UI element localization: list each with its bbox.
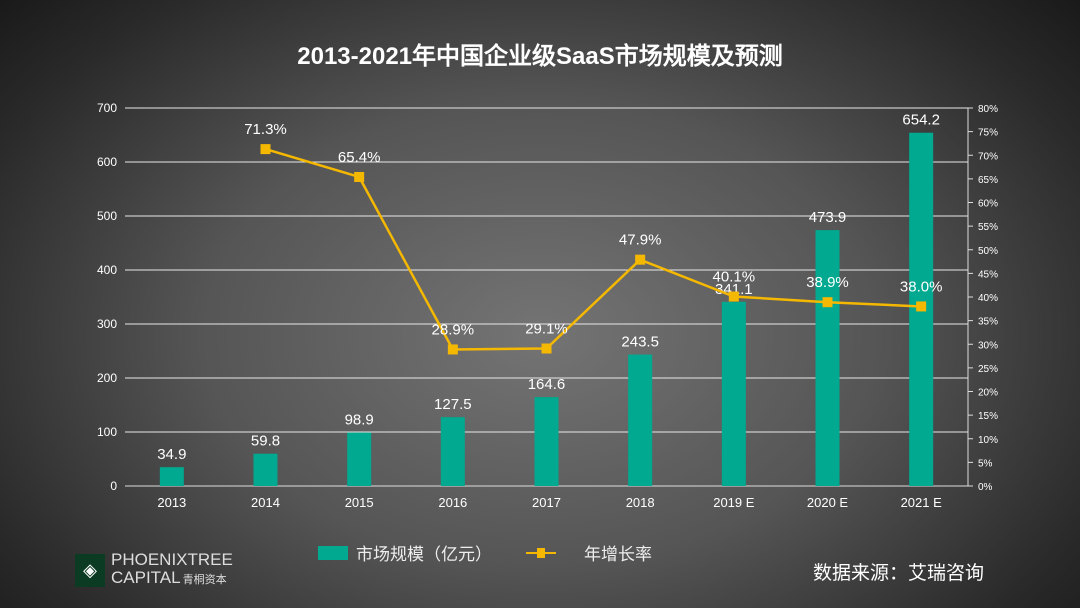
- line-label: 28.9%: [432, 321, 475, 338]
- line-label: 71.3%: [244, 121, 287, 138]
- line-point: [354, 171, 365, 182]
- right-tick-label: 55%: [978, 222, 998, 233]
- line-point: [728, 291, 739, 302]
- right-tick-label: 50%: [978, 246, 998, 257]
- bar-label: 59.8: [251, 433, 280, 450]
- left-tick-label: 300: [97, 317, 117, 331]
- line-label: 40.1%: [713, 269, 756, 286]
- logo-line1: PHOENIXTREE: [111, 550, 233, 569]
- logo: ◈ PHOENIXTREE CAPITAL 青桐资本: [75, 551, 233, 589]
- left-tick-label: 700: [97, 101, 117, 115]
- left-tick-label: 200: [97, 371, 117, 385]
- right-tick-label: 35%: [978, 317, 998, 328]
- right-tick-label: 30%: [978, 340, 998, 351]
- bar-label: 243.5: [621, 334, 659, 351]
- line-point: [635, 254, 646, 265]
- bar-label: 654.2: [902, 112, 940, 129]
- right-tick-label: 5%: [978, 458, 993, 469]
- bar: [628, 354, 653, 486]
- line-label: 29.1%: [525, 321, 568, 338]
- left-tick-label: 400: [97, 263, 117, 277]
- bar-label: 98.9: [345, 412, 374, 429]
- x-tick-label: 2017: [532, 495, 561, 510]
- bar: [159, 467, 184, 486]
- right-tick-label: 60%: [978, 199, 998, 210]
- growth-line: [265, 147, 922, 351]
- legend-bar-swatch: [318, 545, 348, 560]
- line-point: [260, 144, 271, 155]
- x-tick-label: 2021 E: [901, 495, 943, 510]
- right-tick-label: 40%: [978, 293, 998, 304]
- x-tick-label: 2019 E: [713, 495, 755, 510]
- right-tick-label: 10%: [978, 435, 998, 446]
- right-tick-label: 65%: [978, 175, 998, 186]
- left-tick-label: 500: [97, 209, 117, 223]
- x-tick-label: 2016: [438, 495, 467, 510]
- left-tick-label: 100: [97, 425, 117, 439]
- right-tick-label: 45%: [978, 269, 998, 280]
- right-tick-label: 15%: [978, 411, 998, 422]
- line-label: 47.9%: [619, 232, 662, 249]
- right-tick-label: 25%: [978, 364, 998, 375]
- bar: [253, 453, 278, 486]
- legend-line-swatch: [526, 547, 556, 558]
- logo-icon: ◈: [75, 553, 105, 587]
- bar-label: 473.9: [809, 209, 847, 226]
- bar: [721, 301, 746, 486]
- bar-label: 127.5: [434, 396, 472, 413]
- right-tick-label: 20%: [978, 388, 998, 399]
- line-point: [916, 301, 927, 312]
- line-label: 65.4%: [338, 149, 381, 166]
- right-tick-label: 0%: [978, 482, 993, 493]
- left-tick-label: 600: [97, 155, 117, 169]
- x-tick-label: 2014: [251, 495, 280, 510]
- bar: [347, 432, 372, 486]
- line-label: 38.9%: [806, 274, 849, 291]
- bar: [815, 230, 840, 486]
- legend-line-label: 年增长率: [584, 545, 652, 564]
- x-tick-label: 2018: [626, 495, 655, 510]
- source-note: 数据来源：艾瑞咨询: [812, 563, 984, 584]
- right-tick-label: 80%: [978, 104, 998, 115]
- x-tick-label: 2020 E: [807, 495, 849, 510]
- bar: [440, 417, 465, 486]
- line-point: [822, 297, 833, 308]
- bar-label: 34.9: [157, 446, 186, 463]
- right-tick-label: 70%: [978, 151, 998, 162]
- logo-cn: 青桐资本: [182, 574, 227, 586]
- legend-bar-label: 市场规模（亿元）: [356, 545, 492, 564]
- x-tick-label: 2015: [345, 495, 374, 510]
- line-point: [541, 343, 552, 354]
- legend-bar: 市场规模（亿元）: [318, 540, 492, 565]
- right-tick-label: 75%: [978, 128, 998, 139]
- legend-line: 年增长率: [526, 540, 652, 565]
- bar-label: 164.6: [528, 376, 566, 393]
- left-tick-label: 0: [110, 479, 117, 493]
- line-point: [447, 344, 458, 355]
- chart-title: 2013-2021年中国企业级SaaS市场规模及预测: [297, 43, 783, 70]
- line-label: 38.0%: [900, 278, 943, 295]
- logo-line2: CAPITAL: [111, 568, 181, 587]
- x-tick-label: 2013: [157, 495, 186, 510]
- bar: [534, 397, 559, 486]
